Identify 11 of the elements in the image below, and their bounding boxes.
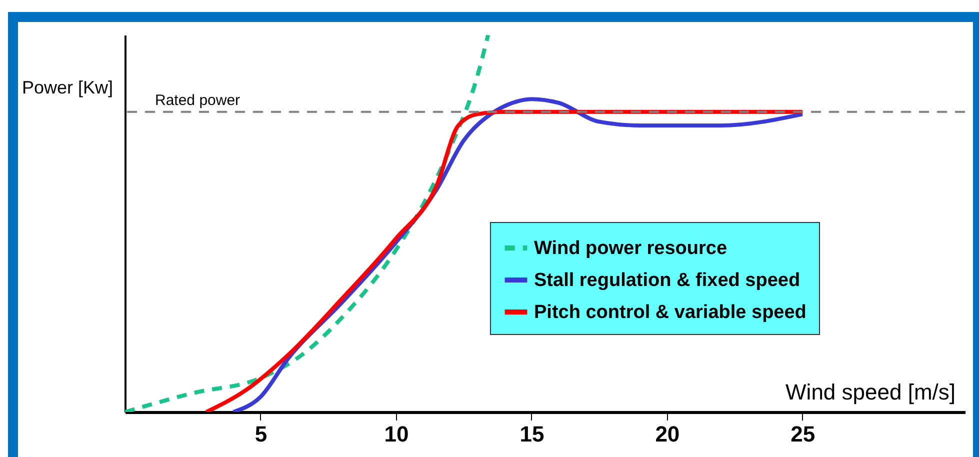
y-axis-title: Power [Kw] bbox=[22, 78, 114, 98]
x-tick-label: 5 bbox=[254, 422, 268, 446]
legend-label: Wind power resource bbox=[534, 238, 728, 259]
x-tick-label: 20 bbox=[655, 422, 680, 446]
x-tick-label: 15 bbox=[520, 422, 544, 446]
x-axis-title: Wind speed [m/s] bbox=[786, 380, 956, 404]
x-tick-label: 25 bbox=[790, 422, 816, 446]
legend-label: Stall regulation & fixed speed bbox=[534, 270, 800, 291]
legend-label: Pitch control & variable speed bbox=[534, 302, 806, 323]
x-tick-label: 10 bbox=[384, 422, 409, 446]
ref-line-label: Rated power bbox=[155, 92, 240, 109]
